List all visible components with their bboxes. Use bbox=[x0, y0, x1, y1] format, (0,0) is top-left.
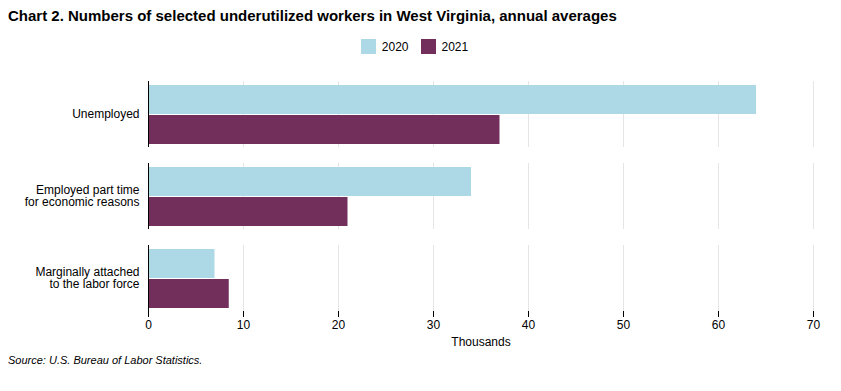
svg-text:20: 20 bbox=[332, 318, 346, 332]
svg-text:Marginally attachedto the labo: Marginally attachedto the labor force bbox=[35, 265, 139, 291]
svg-text:50: 50 bbox=[617, 318, 631, 332]
html-text:2020: 2020 bbox=[381, 39, 409, 54]
svg-text:10: 10 bbox=[237, 318, 251, 332]
svg-text:0: 0 bbox=[145, 318, 152, 332]
html-text:Chart 2. Numbers of selected u: Chart 2. Numbers of selected underutiliz… bbox=[8, 7, 617, 24]
html-text:Source: U.S. Bureau of Labor S: Source: U.S. Bureau of Labor Statistics. bbox=[8, 354, 203, 366]
svg-text:70: 70 bbox=[807, 318, 821, 332]
svg-text:Employed part timefor economic: Employed part timefor economic reasons bbox=[25, 183, 140, 209]
svg-text:Thousands: Thousands bbox=[451, 335, 510, 349]
svg-text:40: 40 bbox=[522, 318, 536, 332]
svg-text:Unemployed: Unemployed bbox=[72, 107, 139, 121]
svg-text:60: 60 bbox=[712, 318, 726, 332]
svg-text:30: 30 bbox=[427, 318, 441, 332]
html-text:2021: 2021 bbox=[441, 39, 469, 54]
